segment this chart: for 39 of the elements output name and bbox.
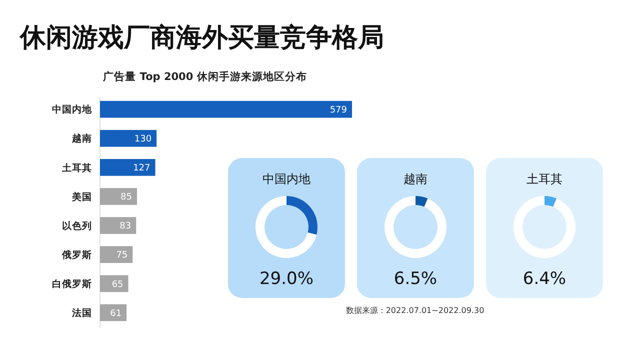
text: 6.5% [394,269,438,289]
bar [100,159,156,176]
y-tick-label: 俄罗斯 [61,248,92,261]
donut-slice [384,196,446,258]
donut-slice [416,196,428,207]
text: 29.0% [259,269,314,289]
text: 6.4% [522,269,566,289]
donut-slice [286,196,318,235]
data-label: 65 [112,280,124,290]
chart-title: 中国内地 [262,172,310,186]
bar [100,130,157,147]
chart-title: 休闲游戏厂商海外买量竞争格局 [19,23,384,53]
annotation: 数据来源：2022.07.01~2022.09.30 [346,306,484,315]
y-tick-label: 以色列 [62,220,92,232]
donut-slice [514,196,576,258]
y-tick-label: 法国 [71,306,92,319]
y-tick-label: 美国 [71,190,92,203]
bar [100,217,136,234]
data-label: 85 [120,192,132,203]
data-label: 61 [110,308,122,319]
y-tick-label: 越南 [71,132,92,145]
chart-title: 土耳其 [526,172,562,186]
data-label: 127 [133,164,150,174]
data-label: 579 [330,105,348,116]
bar [100,304,127,322]
bar [100,246,133,263]
donut-slice [544,196,557,207]
y-tick-label: 白俄罗斯 [52,278,92,290]
y-tick-label: 中国内地 [52,104,93,116]
data-label: 130 [134,134,152,145]
data-label: 75 [116,250,128,261]
bar [100,188,137,205]
donut-slice [256,196,317,258]
chart-title: 越南 [404,172,428,186]
chart-subtitle: 广告量 Top 2000 休闲手游来源地区分布 [102,70,307,83]
bar [100,100,352,118]
y-tick-label: 土耳其 [61,162,92,174]
bar [100,275,128,292]
data-label: 83 [120,222,132,232]
